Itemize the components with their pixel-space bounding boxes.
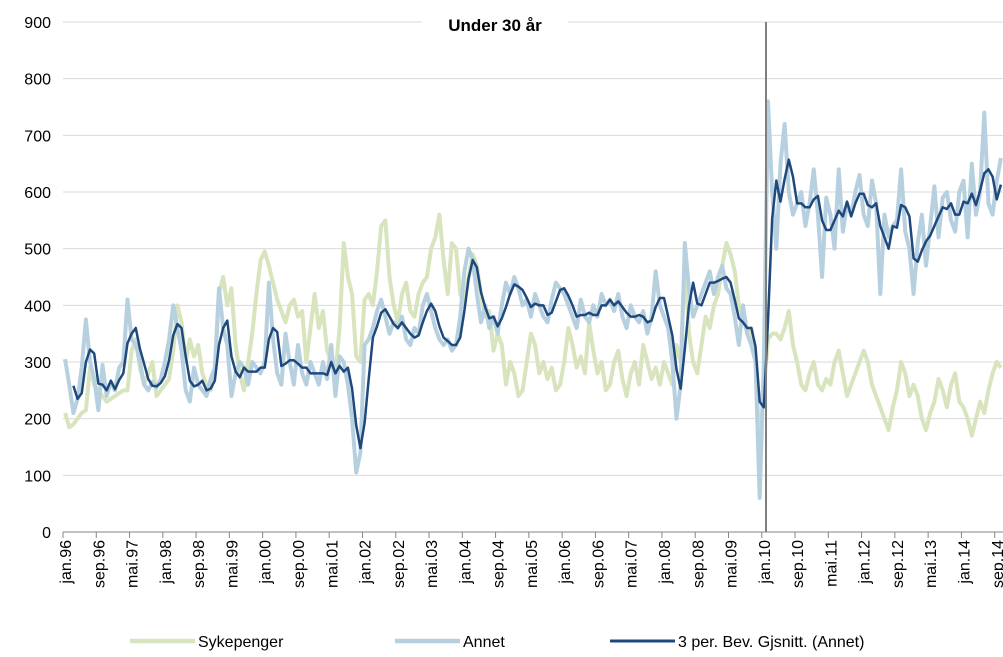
x-tick-label: sep.14 bbox=[990, 540, 1003, 588]
x-tick-label: mai.03 bbox=[424, 540, 441, 588]
y-tick-label: 0 bbox=[42, 525, 51, 542]
y-tick-label: 200 bbox=[24, 412, 51, 429]
legend-label: Annet bbox=[463, 634, 505, 651]
x-tick-label: jan.08 bbox=[657, 540, 674, 585]
y-tick-label: 500 bbox=[24, 242, 51, 259]
x-tick-label: sep.12 bbox=[890, 540, 907, 588]
chart-title: Under 30 år bbox=[448, 16, 542, 35]
x-tick-label: mai.97 bbox=[125, 540, 142, 588]
x-tick-label: jan.12 bbox=[857, 540, 874, 585]
x-tick-label: jan.14 bbox=[956, 540, 973, 585]
series-line bbox=[63, 99, 1003, 500]
legend: Sykepenger Annet 3 per. Bev. Gjsnitt. (Ann… bbox=[130, 634, 864, 651]
x-tick-label: jan.10 bbox=[757, 540, 774, 585]
x-tick-label: sep.00 bbox=[291, 540, 308, 588]
x-tick-label: sep.02 bbox=[391, 540, 408, 588]
x-tick-label: mai.01 bbox=[324, 540, 341, 588]
x-tick-label: sep.08 bbox=[690, 540, 707, 588]
x-tick-label: mai.09 bbox=[724, 540, 741, 588]
x-tick-label: jan.04 bbox=[457, 540, 474, 585]
x-tick-label: jan.96 bbox=[58, 540, 75, 585]
x-tick-label: sep.96 bbox=[91, 540, 108, 588]
x-tick-label: mai.13 bbox=[923, 540, 940, 588]
x-tick-label: jan.02 bbox=[358, 540, 375, 585]
axes: 0 100 200 300 400 500 600 700 800 900 jan.96 sep.96… bbox=[24, 15, 1003, 588]
y-tick-label: 900 bbox=[24, 15, 51, 32]
lines bbox=[63, 99, 1003, 500]
title-background bbox=[422, 10, 568, 40]
series-line bbox=[72, 158, 1003, 450]
x-tick-label: sep.06 bbox=[590, 540, 607, 588]
legend-label: 3 per. Bev. Gjsnitt. (Annet) bbox=[678, 634, 864, 651]
y-tick-label: 300 bbox=[24, 355, 51, 372]
y-tick-label: 600 bbox=[24, 185, 51, 202]
x-tick-label: mai.99 bbox=[224, 540, 241, 588]
x-tick-label: jan.00 bbox=[258, 540, 275, 585]
series-line bbox=[63, 212, 1003, 449]
x-tick-label: mai.05 bbox=[524, 540, 541, 588]
x-tick-label: jan.98 bbox=[158, 540, 175, 585]
legend-label: Sykepenger bbox=[198, 634, 284, 651]
x-tick-label: mai.07 bbox=[624, 540, 641, 588]
y-tick-label: 700 bbox=[24, 128, 51, 145]
x-tick-label: sep.10 bbox=[790, 540, 807, 588]
x-tick-label: jan.06 bbox=[557, 540, 574, 585]
y-tick-label: 400 bbox=[24, 298, 51, 315]
y-tick-label: 100 bbox=[24, 468, 51, 485]
x-tick-label: sep.98 bbox=[191, 540, 208, 588]
x-tick-label: sep.04 bbox=[491, 540, 508, 588]
grid bbox=[63, 21, 1003, 533]
y-tick-label: 800 bbox=[24, 72, 51, 89]
x-tick-label: mai.11 bbox=[823, 540, 840, 587]
